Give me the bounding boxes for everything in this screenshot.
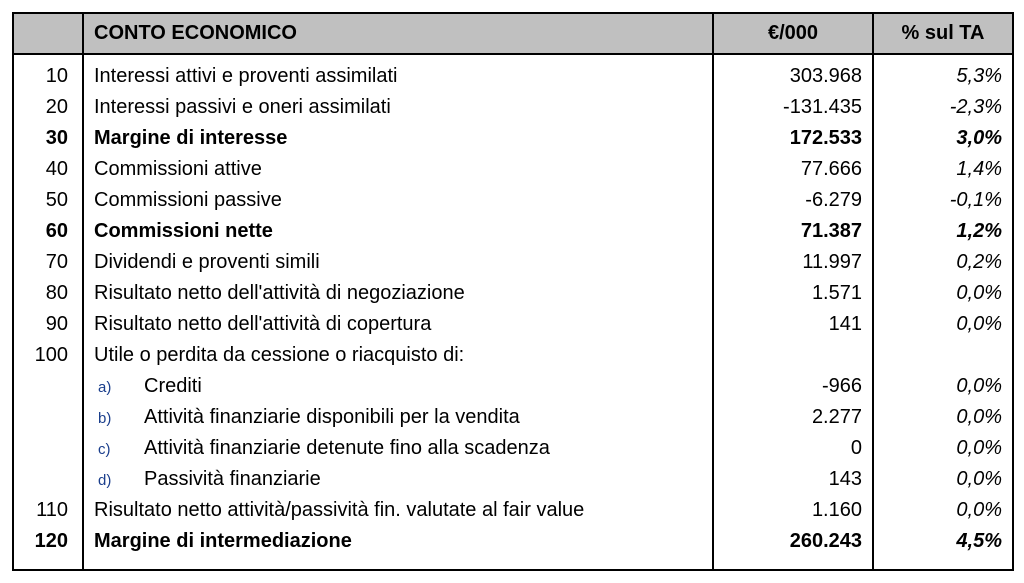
table-row: 70Dividendi e proventi simili11.9970,2% [13, 247, 1013, 278]
table-row: 120Margine di intermediazione260.2434,5% [13, 526, 1013, 570]
row-code: 20 [13, 92, 83, 123]
table-row: 110Risultato netto attività/passività fi… [13, 495, 1013, 526]
row-description: d)Passività finanziarie [83, 464, 713, 495]
sub-item-letter: b) [94, 409, 138, 429]
row-value: 11.997 [713, 247, 873, 278]
row-description: Margine di interesse [83, 123, 713, 154]
table-row: 100Utile o perdita da cessione o riacqui… [13, 340, 1013, 371]
table-row: 20Interessi passivi e oneri assimilati-1… [13, 92, 1013, 123]
row-code: 80 [13, 278, 83, 309]
row-percent: 0,2% [873, 247, 1013, 278]
sub-item-text: Attività finanziarie disponibili per la … [138, 404, 520, 431]
row-description: b)Attività finanziarie disponibili per l… [83, 402, 713, 433]
sub-item-text: Crediti [138, 373, 202, 400]
row-value: 1.571 [713, 278, 873, 309]
row-description: Margine di intermediazione [83, 526, 713, 570]
row-description: Dividendi e proventi simili [83, 247, 713, 278]
row-description: Commissioni nette [83, 216, 713, 247]
row-code: 50 [13, 185, 83, 216]
sub-item-letter: a) [94, 378, 138, 398]
table-row: 40Commissioni attive77.6661,4% [13, 154, 1013, 185]
table-row: 30Margine di interesse172.5333,0% [13, 123, 1013, 154]
sub-item-text: Passività finanziarie [138, 466, 321, 493]
row-description: Interessi passivi e oneri assimilati [83, 92, 713, 123]
table-row: c)Attività finanziarie detenute fino all… [13, 433, 1013, 464]
row-value: 143 [713, 464, 873, 495]
row-description: Commissioni attive [83, 154, 713, 185]
row-description: Risultato netto attività/passività fin. … [83, 495, 713, 526]
table-row: 90Risultato netto dell'attività di coper… [13, 309, 1013, 340]
table-row: d)Passività finanziarie1430,0% [13, 464, 1013, 495]
row-code [13, 402, 83, 433]
row-value: -6.279 [713, 185, 873, 216]
row-percent [873, 340, 1013, 371]
row-percent: 0,0% [873, 278, 1013, 309]
row-percent: 4,5% [873, 526, 1013, 570]
row-description: Utile o perdita da cessione o riacquisto… [83, 340, 713, 371]
row-percent: 5,3% [873, 54, 1013, 92]
row-code: 60 [13, 216, 83, 247]
table-row: a)Crediti-9660,0% [13, 371, 1013, 402]
row-percent: -2,3% [873, 92, 1013, 123]
header-pct: % sul TA [873, 13, 1013, 54]
row-description: Commissioni passive [83, 185, 713, 216]
sub-item-letter: d) [94, 471, 138, 491]
table-row: 60Commissioni nette71.3871,2% [13, 216, 1013, 247]
header-value: €/000 [713, 13, 873, 54]
row-code: 100 [13, 340, 83, 371]
row-percent: 0,0% [873, 495, 1013, 526]
table-row: 50Commissioni passive-6.279-0,1% [13, 185, 1013, 216]
row-description: c)Attività finanziarie detenute fino all… [83, 433, 713, 464]
row-code [13, 464, 83, 495]
row-description: Risultato netto dell'attività di negozia… [83, 278, 713, 309]
row-value: 77.666 [713, 154, 873, 185]
row-value: 71.387 [713, 216, 873, 247]
row-value: 303.968 [713, 54, 873, 92]
row-description: Risultato netto dell'attività di copertu… [83, 309, 713, 340]
row-percent: 1,2% [873, 216, 1013, 247]
row-code: 90 [13, 309, 83, 340]
row-percent: 0,0% [873, 402, 1013, 433]
table-body: 10Interessi attivi e proventi assimilati… [13, 54, 1013, 570]
row-code: 10 [13, 54, 83, 92]
row-value: 2.277 [713, 402, 873, 433]
row-value [713, 340, 873, 371]
table-row: 10Interessi attivi e proventi assimilati… [13, 54, 1013, 92]
table-row: 80Risultato netto dell'attività di negoz… [13, 278, 1013, 309]
row-value: -966 [713, 371, 873, 402]
row-percent: 0,0% [873, 309, 1013, 340]
table-header-row: CONTO ECONOMICO €/000 % sul TA [13, 13, 1013, 54]
row-value: 172.533 [713, 123, 873, 154]
row-code [13, 371, 83, 402]
sub-item-letter: c) [94, 440, 138, 460]
row-value: -131.435 [713, 92, 873, 123]
conto-economico-table: CONTO ECONOMICO €/000 % sul TA 10Interes… [12, 12, 1014, 571]
table-row: b)Attività finanziarie disponibili per l… [13, 402, 1013, 433]
row-percent: 1,4% [873, 154, 1013, 185]
row-code: 70 [13, 247, 83, 278]
header-code [13, 13, 83, 54]
row-description: a)Crediti [83, 371, 713, 402]
row-code: 40 [13, 154, 83, 185]
row-code: 30 [13, 123, 83, 154]
row-value: 1.160 [713, 495, 873, 526]
row-percent: -0,1% [873, 185, 1013, 216]
row-value: 141 [713, 309, 873, 340]
row-value: 260.243 [713, 526, 873, 570]
row-code: 120 [13, 526, 83, 570]
header-desc: CONTO ECONOMICO [83, 13, 713, 54]
row-description: Interessi attivi e proventi assimilati [83, 54, 713, 92]
row-code [13, 433, 83, 464]
row-value: 0 [713, 433, 873, 464]
row-percent: 0,0% [873, 371, 1013, 402]
row-percent: 0,0% [873, 433, 1013, 464]
row-percent: 3,0% [873, 123, 1013, 154]
sub-item-text: Attività finanziarie detenute fino alla … [138, 435, 550, 462]
row-code: 110 [13, 495, 83, 526]
row-percent: 0,0% [873, 464, 1013, 495]
